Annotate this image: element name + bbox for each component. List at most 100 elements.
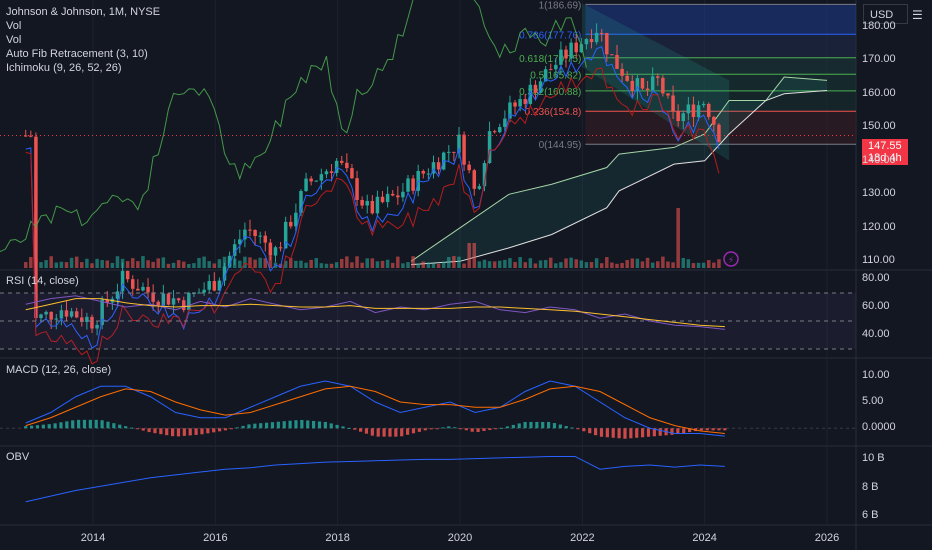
candle-body xyxy=(645,88,650,91)
candle-body xyxy=(492,131,497,133)
candle-body xyxy=(513,102,517,107)
volume-bar xyxy=(222,256,227,268)
candle-body xyxy=(508,102,512,119)
volume-bar xyxy=(350,262,354,268)
fib-band xyxy=(585,4,856,35)
candle-body xyxy=(676,111,680,122)
candle-body xyxy=(54,318,59,320)
candle-body xyxy=(319,174,324,181)
volume-bar xyxy=(74,256,79,268)
macd-histogram-bar xyxy=(611,428,615,438)
macd-histogram-bar xyxy=(200,428,204,435)
ichimoku-cloud xyxy=(411,77,827,265)
candle-body xyxy=(23,135,28,137)
macd-histogram-bar xyxy=(41,424,45,429)
volume-bar xyxy=(115,256,120,268)
candle-body xyxy=(599,32,604,34)
volume-bar xyxy=(696,262,701,268)
macd-histogram-bar xyxy=(670,428,674,435)
volume-bar xyxy=(452,256,456,268)
indicator-vol-2[interactable]: Vol xyxy=(6,34,22,46)
macd-histogram-bar xyxy=(435,428,439,430)
lightning-icon xyxy=(723,251,739,267)
macd-histogram-bar xyxy=(405,428,410,435)
macd-histogram-bar xyxy=(682,428,686,434)
volume-bar xyxy=(171,262,176,268)
candle-body xyxy=(610,54,614,56)
candle-body xyxy=(90,316,94,329)
volume-bar xyxy=(594,258,599,268)
volume-bar xyxy=(717,259,721,268)
macd-histogram-bar xyxy=(153,428,157,434)
volume-bar xyxy=(503,259,507,268)
price-axis-tick: 130.00 xyxy=(862,187,896,200)
volume-bar xyxy=(645,257,650,268)
volume-bar xyxy=(319,263,324,268)
volume-bar xyxy=(615,263,619,268)
volume-bar xyxy=(605,257,609,268)
volume-bar xyxy=(513,261,517,268)
volume-bar xyxy=(90,263,94,268)
candle-body xyxy=(406,178,410,192)
volume-bar xyxy=(309,259,313,268)
macd-histogram-bar xyxy=(317,421,322,429)
macd-histogram-bar xyxy=(241,425,245,429)
time-axis-tick: 2024 xyxy=(692,532,717,544)
candle-body xyxy=(447,151,451,153)
macd-histogram-bar xyxy=(411,428,416,434)
macd-histogram-bar xyxy=(159,428,163,435)
indicator-vol-1[interactable]: Vol xyxy=(6,20,22,32)
indicator-fib[interactable]: Auto Fib Retracement (3, 10) xyxy=(6,48,148,60)
volume-bar xyxy=(181,261,186,268)
volume-bar xyxy=(125,261,130,268)
volume-bar xyxy=(248,257,252,268)
volume-bar xyxy=(390,262,395,268)
candle-body xyxy=(533,84,538,93)
time-axis-tick: 2016 xyxy=(203,532,228,544)
macd-histogram-bar xyxy=(347,427,351,429)
candle-body xyxy=(324,171,329,175)
volume-bar xyxy=(396,256,400,268)
volume-bar xyxy=(401,263,405,268)
indicator-ichimoku[interactable]: Ichimoku (9, 26, 52, 26) xyxy=(6,62,122,74)
macd-histogram-bar xyxy=(646,428,651,437)
candle-body xyxy=(345,162,349,169)
candle-body xyxy=(120,270,125,292)
chart-legend: Johnson & Johnson, 1M, NYSE Vol Vol Auto… xyxy=(6,5,160,75)
price-axis-tick: 180.00 xyxy=(862,19,896,32)
macd-histogram-bar xyxy=(523,421,527,429)
macd-histogram-bar xyxy=(123,426,128,429)
volume-bar xyxy=(202,256,206,268)
volume-bar xyxy=(268,256,273,268)
candle-body xyxy=(640,78,645,89)
indicator-axis-tick: 10 B xyxy=(862,452,885,465)
ichimoku-conversion-line xyxy=(25,45,720,349)
candle-body xyxy=(554,64,558,70)
candle-body xyxy=(258,235,262,237)
volume-bar xyxy=(523,262,527,268)
currency-button[interactable]: USD xyxy=(863,4,908,24)
macd-histogram-bar xyxy=(335,424,339,429)
volume-bar xyxy=(34,257,38,268)
macd-histogram-bar xyxy=(170,428,175,437)
candle-body xyxy=(141,286,145,291)
candle-body xyxy=(472,170,477,189)
volume-bar xyxy=(156,258,160,268)
candle-body xyxy=(574,42,578,53)
volume-bar xyxy=(95,258,99,268)
macd-histogram-bar xyxy=(259,423,263,429)
candle-body xyxy=(528,84,533,104)
last-price-value: 147.55 xyxy=(868,140,902,152)
macd-histogram-bar xyxy=(176,428,181,437)
volume-bar xyxy=(676,208,680,268)
settings-icon[interactable]: ☰ xyxy=(912,8,923,22)
volume-bar xyxy=(85,258,89,268)
candle-body xyxy=(630,80,635,91)
macd-histogram-bar xyxy=(253,423,257,429)
candle-body xyxy=(253,230,257,237)
macd-histogram-bar xyxy=(188,428,192,436)
candle-body xyxy=(411,178,415,191)
macd-histogram-bar xyxy=(59,422,63,429)
candle-body xyxy=(380,196,385,203)
